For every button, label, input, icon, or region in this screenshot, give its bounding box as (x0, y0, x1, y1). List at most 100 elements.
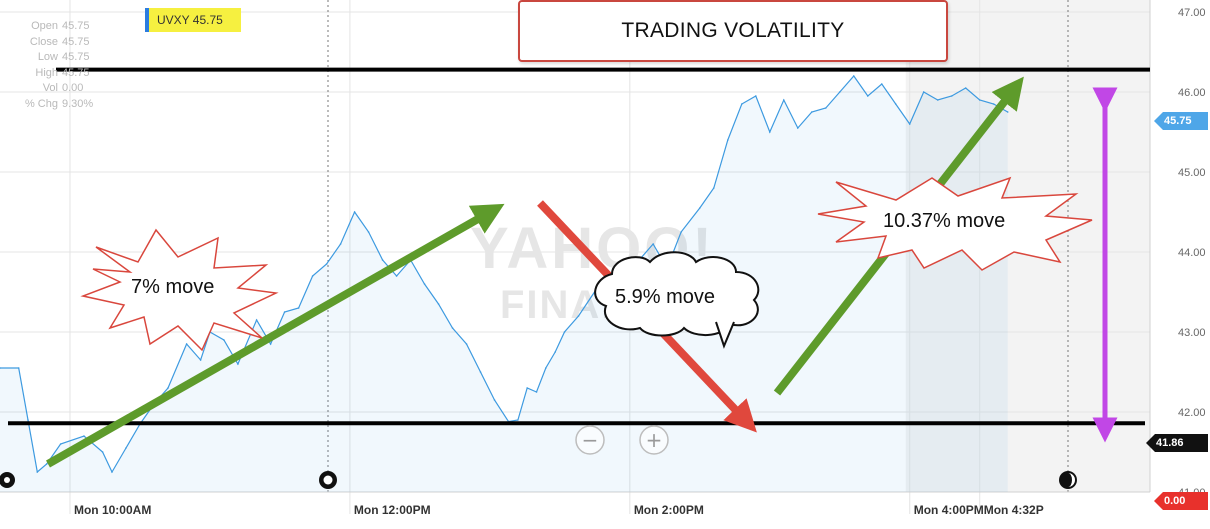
series-point (1006, 111, 1009, 113)
current-price-tag: 45.75 (1154, 112, 1208, 130)
series-point (824, 107, 827, 109)
series-point (754, 95, 757, 97)
zoom-in-icon: + (646, 428, 663, 452)
series-point (437, 303, 440, 305)
series-point (451, 327, 454, 329)
series-point (535, 391, 538, 393)
series-point (125, 447, 127, 449)
ohlc-row-low: Low 45.75 (22, 50, 93, 66)
series-point (17, 367, 20, 369)
sun-marker-icon[interactable] (319, 471, 337, 489)
series-point (936, 99, 939, 101)
series-point (880, 83, 883, 85)
series-point (83, 435, 85, 437)
series-point (866, 95, 869, 97)
ohlc-open-value: 45.75 (62, 20, 90, 32)
chart-title: TRADING VOLATILITY (518, 0, 948, 62)
zoom-out-button[interactable]: − (575, 425, 605, 455)
ohlc-low-value: 45.75 (62, 51, 90, 63)
x-tick-label: Mon 4:32P (984, 503, 1044, 517)
ohlc-close-label: Close (29, 35, 58, 48)
series-point (978, 99, 981, 101)
series-point (479, 371, 482, 373)
series-point (493, 399, 496, 401)
series-point (59, 443, 62, 445)
ohlc-vol-label: Vol (42, 82, 58, 94)
series-point (339, 243, 342, 245)
series-point (782, 99, 785, 101)
x-tick-label: Mon 2:00PM (634, 503, 704, 517)
ohlc-row-close: Close 45.75 (22, 35, 93, 51)
series-point (465, 343, 468, 345)
change-tag: 0.00 (1154, 492, 1208, 510)
y-tick-label: 45.00 (1178, 167, 1206, 179)
series-point (45, 463, 48, 465)
series-point (27, 419, 29, 421)
series-point (992, 103, 995, 105)
series-point (311, 275, 314, 277)
series-point (838, 91, 841, 93)
ohlc-open-label: Open (31, 20, 58, 32)
ohlc-high-value: 45.75 (62, 66, 90, 79)
series-area (0, 76, 1008, 492)
ohlc-pchg-value: 9.30% (62, 97, 94, 110)
series-point (810, 111, 813, 113)
series-point (423, 283, 426, 285)
callout-cloud-5pct9 (594, 251, 760, 337)
zoom-in-button[interactable]: + (639, 425, 669, 455)
y-tick-label: 43.00 (1178, 327, 1206, 339)
ohlc-row-pchg: % Chg 9.30% (22, 97, 93, 113)
x-tick-label: Mon 10:00AM (74, 503, 151, 517)
y-tick-label: 44.00 (1178, 247, 1206, 259)
series-point (255, 319, 258, 321)
y-tick-label: 46.00 (1178, 87, 1206, 99)
series-line (0, 75, 1008, 474)
support-price-tag: 41.86 (1146, 434, 1208, 452)
series-point (517, 419, 519, 421)
moon-marker-icon[interactable] (1059, 471, 1077, 489)
annotation-5pct9-move: 5.9% move (615, 286, 716, 308)
series-point (680, 231, 682, 233)
ohlc-high-label: High (35, 66, 58, 79)
series-point (563, 331, 566, 333)
ohlc-low-label: Low (37, 51, 58, 63)
event-marker-left[interactable] (0, 472, 15, 488)
series-point (325, 263, 328, 265)
series-point (554, 351, 556, 353)
series-point (964, 87, 967, 89)
series-point (101, 451, 104, 453)
series-point (796, 127, 799, 129)
series-point (223, 339, 225, 341)
annotation-7pct-move: 7% move (131, 276, 215, 298)
x-tick-label: Mon 4:00PM (914, 503, 984, 517)
x-tick-label: Mon 12:00PM (354, 503, 431, 517)
callout-burst-10pct (817, 176, 1093, 271)
series-point (36, 471, 39, 473)
ohlc-vol-value: 0.00 (62, 82, 84, 94)
series-point (395, 275, 398, 277)
series-point (269, 343, 272, 345)
callout-burst-7pct (80, 228, 279, 352)
series-point (367, 231, 370, 233)
reference-lines (8, 67, 1150, 426)
series-point (111, 471, 113, 473)
series-point (167, 387, 169, 389)
series-point (526, 387, 528, 389)
ohlc-pchg-label: % Chg (24, 97, 58, 110)
ohlc-row-open: Open 45.75 (22, 19, 93, 35)
series-point (652, 243, 654, 245)
series-point (950, 95, 953, 97)
series-point (0, 367, 1, 369)
ohlc-row-high: High 45.75 (22, 66, 93, 82)
series-point (908, 123, 911, 125)
series-point (894, 103, 897, 105)
series-point (740, 103, 743, 105)
ohlc-close-value: 45.75 (62, 35, 90, 48)
series-point (699, 207, 701, 209)
ticker-badge[interactable]: UVXY 45.75 (145, 8, 241, 32)
series-point (185, 343, 188, 345)
series-point (768, 131, 771, 133)
series-point (726, 139, 729, 141)
